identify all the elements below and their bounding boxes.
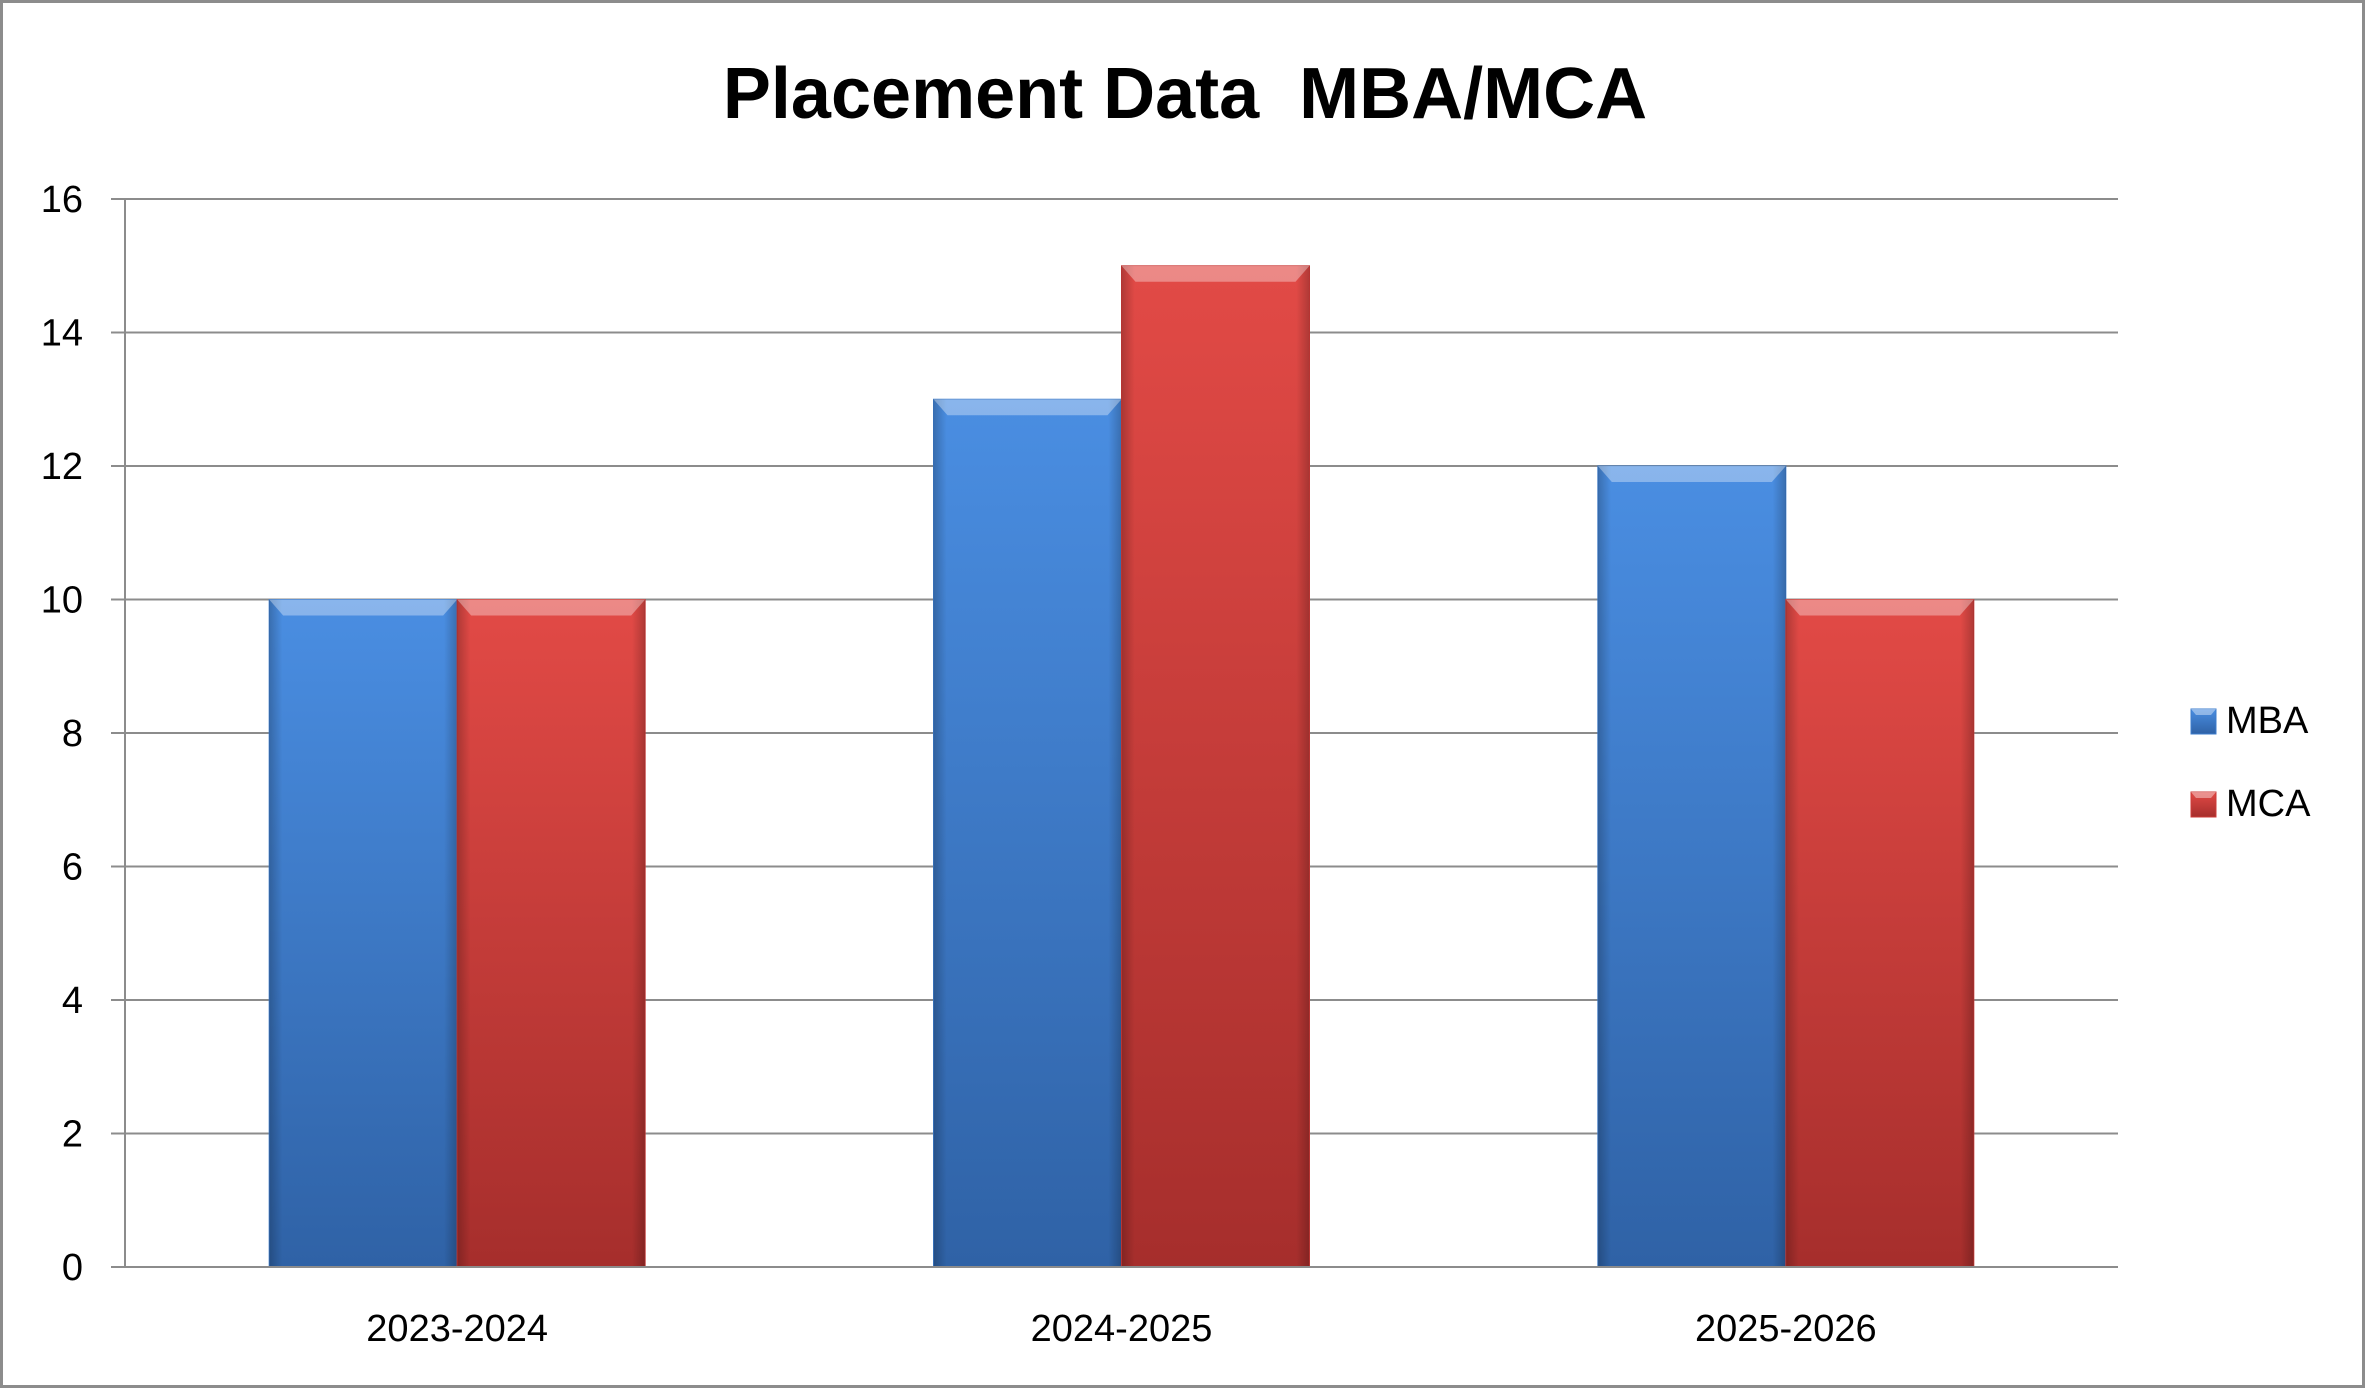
- x-tick-label: 2023-2024: [366, 1308, 548, 1350]
- legend-swatch: [2190, 708, 2217, 735]
- bar-bevel: [933, 399, 1122, 1267]
- bar-top-bevel: [1785, 599, 1974, 616]
- y-tick-label: 8: [62, 713, 83, 755]
- x-axis-ticks: 2023-2024 2024-2025 2025-2026: [366, 1308, 1876, 1350]
- bar-mba-2024-2025: [933, 398, 1122, 1268]
- y-tick-label: 4: [62, 980, 83, 1022]
- legend-item-mba: MBA: [2190, 700, 2309, 742]
- bar-mca-2023-2024: [456, 599, 646, 1268]
- bar-bevel: [457, 599, 646, 1267]
- bar-mca-2024-2025: [1121, 265, 1310, 1268]
- bar-bevel: [1785, 599, 1974, 1267]
- legend-label: MBA: [2226, 700, 2309, 742]
- bar-top-bevel: [1121, 265, 1310, 282]
- legend-label: MCA: [2226, 783, 2311, 825]
- y-tick-label: 14: [41, 313, 83, 355]
- y-tick-label: 12: [41, 446, 83, 488]
- bar-bevel: [1597, 466, 1786, 1267]
- legend-item-mca: MCA: [2190, 783, 2311, 825]
- y-axis-ticks: 0 2 4 6 8 10 12 14 16: [41, 179, 83, 1289]
- bar-mba-2023-2024: [268, 599, 458, 1268]
- bar-top-bevel: [1597, 466, 1786, 482]
- bar-mba-2025-2026: [1597, 465, 1787, 1268]
- y-tick-label: 6: [62, 847, 83, 889]
- bars: [268, 265, 1975, 1268]
- legend-swatch: [2190, 791, 2217, 818]
- y-tick-label: 0: [62, 1247, 83, 1289]
- bar-bevel: [269, 599, 458, 1267]
- chart-title: Placement Data MBA/MCA: [723, 54, 1647, 134]
- legend: MBA MCA: [2190, 700, 2311, 825]
- x-tick-label: 2025-2026: [1695, 1308, 1877, 1350]
- bar-bevel: [1121, 265, 1310, 1267]
- legend-swatch-bevel: [2191, 709, 2216, 715]
- x-tick-label: 2024-2025: [1031, 1308, 1213, 1350]
- legend-swatch-bevel: [2191, 792, 2216, 798]
- bar-mca-2025-2026: [1785, 599, 1975, 1268]
- y-tick-label: 16: [41, 179, 83, 221]
- bar-chart: Placement Data MBA/MCA 0 2 4 6 8 10 12 14 16 202…: [41, 54, 2311, 1350]
- y-tick-label: 10: [41, 580, 83, 622]
- bar-top-bevel: [457, 599, 646, 616]
- bar-top-bevel: [269, 599, 458, 616]
- bar-top-bevel: [933, 399, 1122, 416]
- y-tick-label: 2: [62, 1114, 83, 1156]
